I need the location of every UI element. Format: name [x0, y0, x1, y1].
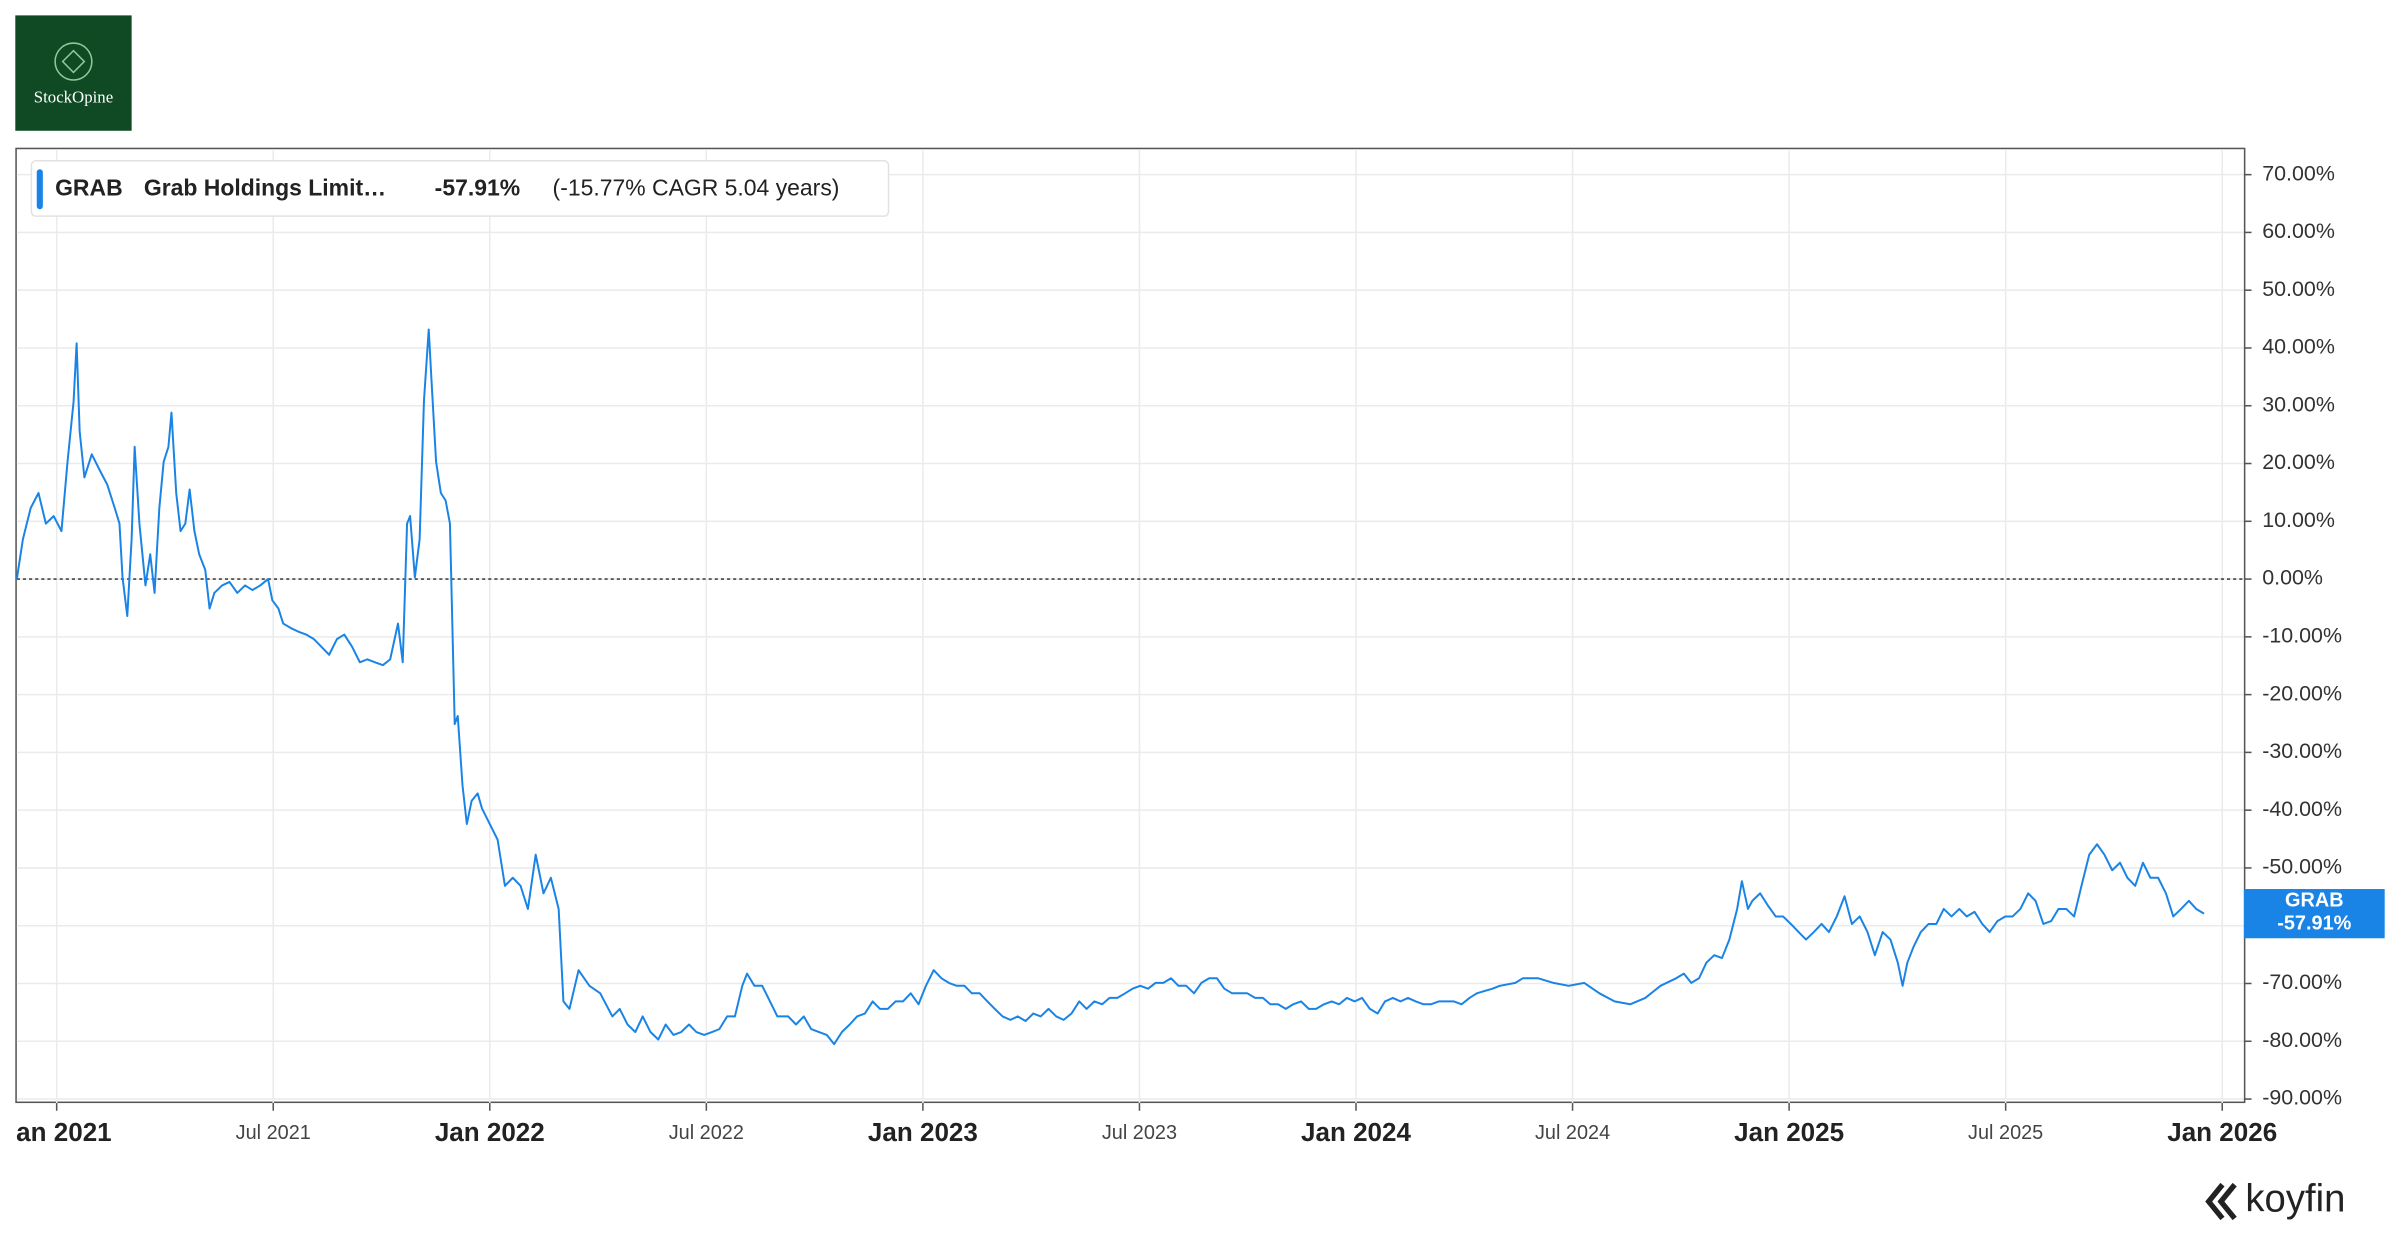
y-tick-label: -50.00%: [2262, 855, 2342, 879]
y-tick-label: -70.00%: [2262, 970, 2342, 994]
legend-change: -57.91%: [435, 174, 520, 200]
x-tick-label: Jan 2025: [1734, 1117, 1844, 1147]
last-value-badge: GRAB-57.91%: [2243, 889, 2385, 939]
x-tick-label: Jul 2021: [236, 1122, 311, 1144]
x-tick-label: Jan 2024: [1301, 1117, 1411, 1147]
x-tick-label: Jul 2025: [1968, 1122, 2043, 1144]
watermark: koyfin: [2245, 1178, 2345, 1221]
x-tick-label: Jul 2023: [1102, 1122, 1177, 1144]
y-tick-label: 10.00%: [2262, 508, 2335, 532]
plot-frame: [15, 147, 2246, 1104]
y-tick-label: -80.00%: [2262, 1028, 2342, 1052]
y-tick-label: 60.00%: [2262, 219, 2335, 243]
x-tick-label: Jan 2022: [435, 1117, 545, 1147]
y-tick-label: 0.00%: [2262, 566, 2323, 590]
y-tick-label: 70.00%: [2262, 161, 2335, 185]
x-axis: Jan 2021 Jul 2021 Jan 2022 Jul 2022 Jan 2023…: [2, 1117, 2277, 1147]
x-tick-label: Jan 2021: [2, 1117, 112, 1147]
x-tick-label: Jul 2022: [669, 1122, 744, 1144]
y-tick-label: 40.00%: [2262, 335, 2335, 359]
y-tick-label: -20.00%: [2262, 681, 2342, 705]
x-tick-label: Jul 2024: [1535, 1122, 1610, 1144]
badge-value: -57.91%: [2277, 913, 2351, 935]
y-tick-label: -90.00%: [2262, 1086, 2342, 1110]
x-tick-label: Jan 2023: [868, 1117, 978, 1147]
legend-cagr: (-15.77% CAGR 5.04 years): [553, 174, 840, 200]
y-tick-label: 30.00%: [2262, 392, 2335, 416]
legend: GRAB Grab Holdings Limit… -57.91% (-15.7…: [30, 160, 890, 217]
legend-description: Grab Holdings Limit…: [144, 174, 386, 200]
logo-text: StockOpine: [34, 87, 113, 106]
legend-symbol: GRAB: [55, 174, 123, 200]
badge-symbol: GRAB: [2285, 890, 2344, 912]
plot: [15, 328, 2244, 1046]
x-tick-label: Jan 2026: [2167, 1117, 2277, 1147]
y-tick-label: 20.00%: [2262, 450, 2335, 474]
badge-box: [2243, 889, 2385, 939]
logo: StockOpine: [15, 15, 132, 131]
logo-icon: [61, 49, 86, 74]
y-tick-label: 50.00%: [2262, 277, 2335, 301]
logo-icon: [54, 42, 93, 81]
price-line: [15, 328, 2205, 1046]
koyfin-logo: koyfin: [2205, 1178, 2345, 1221]
y-tick-label: -30.00%: [2262, 739, 2342, 763]
legend-swatch: [36, 169, 43, 210]
y-tick-label: -40.00%: [2262, 797, 2342, 821]
legend-box: [30, 160, 890, 217]
watermark-icon: [2205, 1182, 2237, 1221]
y-tick-label: -10.00%: [2262, 623, 2342, 647]
